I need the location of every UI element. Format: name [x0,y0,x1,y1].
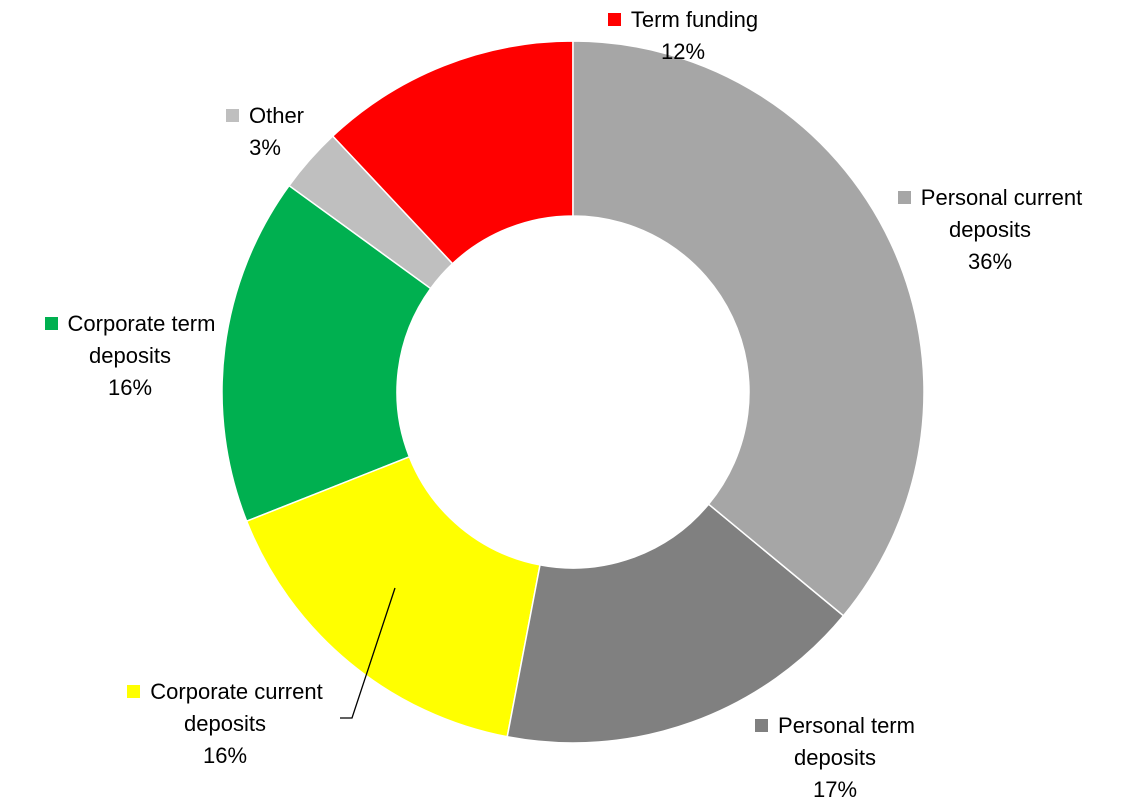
leader-line [340,587,396,719]
slice-label: Personal term deposits 17% [730,710,940,799]
category-label: Personal term deposits [778,713,915,770]
donut-slice [221,184,432,523]
slice-label: Term funding 12% [573,4,793,68]
legend-swatch [44,317,58,330]
value-label: 3% [249,135,281,160]
legend-swatch [225,109,239,122]
legend-swatch [127,685,141,698]
slice-label: Personal current deposits 36% [870,182,1110,278]
slice-label: Corporate current deposits 16% [95,676,355,772]
category-label: Other [248,103,305,128]
legend-swatch [607,13,621,26]
slice-label: Other 3% [195,100,335,164]
category-label: Personal current deposits [920,185,1083,242]
value-label: 36% [967,249,1013,274]
slice-label: Corporate term deposits 16% [10,308,250,404]
donut-slice [287,135,454,290]
category-label: Corporate term deposits [67,311,216,368]
legend-swatch [897,191,911,204]
donut-slice [245,455,541,738]
value-label: 17% [812,777,858,799]
value-label: 16% [107,375,153,400]
category-label: Corporate current deposits [150,679,323,736]
donut-slice [572,40,925,617]
value-label: 12% [660,39,706,64]
legend-swatch [755,719,769,732]
value-label: 16% [202,743,248,768]
donut-slice [506,503,845,744]
category-label: Term funding [630,7,759,32]
